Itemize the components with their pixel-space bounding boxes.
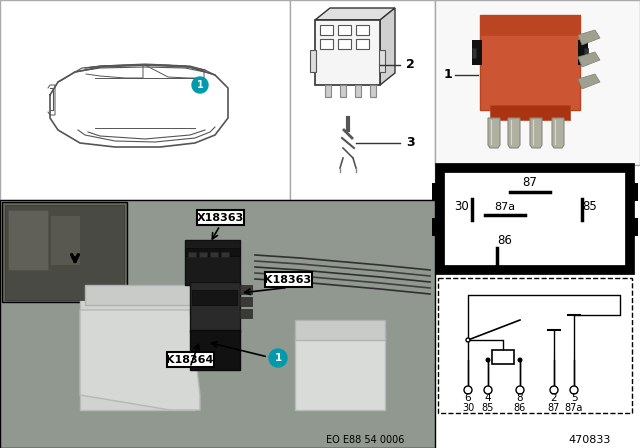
Polygon shape xyxy=(508,118,520,148)
Text: 2: 2 xyxy=(550,393,557,403)
Circle shape xyxy=(570,386,578,394)
Bar xyxy=(480,15,580,110)
Bar xyxy=(338,25,351,35)
Text: K18364: K18364 xyxy=(166,355,214,365)
Bar xyxy=(432,183,442,201)
Bar xyxy=(2,202,127,302)
Text: 87a: 87a xyxy=(565,403,583,413)
Bar xyxy=(578,40,588,65)
Circle shape xyxy=(550,386,558,394)
Bar xyxy=(5,205,124,300)
Polygon shape xyxy=(380,8,395,85)
Bar xyxy=(166,353,214,367)
Bar xyxy=(472,40,482,65)
Polygon shape xyxy=(578,52,600,67)
Bar xyxy=(320,39,333,49)
Text: 4: 4 xyxy=(484,393,492,403)
Text: 1: 1 xyxy=(196,80,204,90)
Bar xyxy=(199,252,207,257)
Bar xyxy=(185,248,240,256)
Bar xyxy=(240,297,252,306)
Bar xyxy=(338,39,351,49)
Bar xyxy=(356,39,369,49)
Circle shape xyxy=(518,358,522,362)
Bar xyxy=(325,85,331,97)
Text: 87: 87 xyxy=(548,403,560,413)
Circle shape xyxy=(269,349,287,367)
Bar xyxy=(315,20,380,85)
Circle shape xyxy=(466,338,470,342)
Text: 85: 85 xyxy=(582,201,597,214)
Text: 86: 86 xyxy=(497,233,513,246)
Text: X18363: X18363 xyxy=(196,213,244,223)
Bar xyxy=(480,15,580,35)
Text: 30: 30 xyxy=(462,403,474,413)
Circle shape xyxy=(464,386,472,394)
Bar xyxy=(85,285,190,305)
Bar xyxy=(472,48,476,58)
Bar xyxy=(188,252,196,257)
Text: 87: 87 xyxy=(523,177,538,190)
Text: 87a: 87a xyxy=(495,202,516,212)
Circle shape xyxy=(192,77,208,93)
Text: 3: 3 xyxy=(406,137,415,150)
Text: EO E88 54 0006: EO E88 54 0006 xyxy=(326,435,404,445)
Bar xyxy=(210,252,218,257)
Polygon shape xyxy=(488,118,500,148)
Bar xyxy=(50,215,80,265)
Bar xyxy=(355,85,361,97)
Bar xyxy=(264,272,312,288)
Bar xyxy=(628,218,638,236)
Bar xyxy=(320,25,333,35)
Bar xyxy=(240,309,252,318)
Text: 1: 1 xyxy=(444,69,452,82)
Text: 30: 30 xyxy=(454,201,469,214)
Bar xyxy=(0,0,290,200)
Text: 86: 86 xyxy=(514,403,526,413)
Text: 6: 6 xyxy=(465,393,471,403)
Bar xyxy=(584,48,588,58)
Polygon shape xyxy=(315,8,395,20)
Bar xyxy=(221,252,229,257)
Bar xyxy=(295,330,385,410)
Bar xyxy=(490,105,570,120)
Text: 5: 5 xyxy=(571,393,577,403)
Bar xyxy=(379,50,385,72)
Bar xyxy=(435,0,640,165)
Text: 2: 2 xyxy=(406,59,415,72)
Bar xyxy=(492,350,514,364)
Text: 8: 8 xyxy=(516,393,524,403)
Text: 85: 85 xyxy=(482,403,494,413)
Bar xyxy=(240,285,252,294)
Bar xyxy=(628,183,638,201)
Circle shape xyxy=(516,386,524,394)
Polygon shape xyxy=(578,74,600,89)
Bar xyxy=(340,85,346,97)
Circle shape xyxy=(486,358,490,362)
Bar xyxy=(0,200,435,448)
Bar xyxy=(432,218,442,236)
Bar xyxy=(440,168,630,270)
Bar xyxy=(295,320,385,340)
Bar xyxy=(185,240,240,285)
Polygon shape xyxy=(80,310,200,410)
Polygon shape xyxy=(578,30,600,45)
Bar xyxy=(356,25,369,35)
Circle shape xyxy=(484,386,492,394)
Bar xyxy=(196,211,243,225)
Bar xyxy=(370,85,376,97)
Bar xyxy=(192,290,237,305)
Bar xyxy=(190,330,240,370)
Bar xyxy=(8,210,48,270)
Text: K18363: K18363 xyxy=(264,275,312,285)
Bar xyxy=(290,0,435,200)
Bar xyxy=(438,278,632,413)
Polygon shape xyxy=(552,118,564,148)
Bar xyxy=(310,50,316,72)
Text: 470833: 470833 xyxy=(569,435,611,445)
Text: 1: 1 xyxy=(275,353,282,363)
Bar xyxy=(80,295,195,410)
Polygon shape xyxy=(530,118,542,148)
Bar xyxy=(190,282,240,332)
